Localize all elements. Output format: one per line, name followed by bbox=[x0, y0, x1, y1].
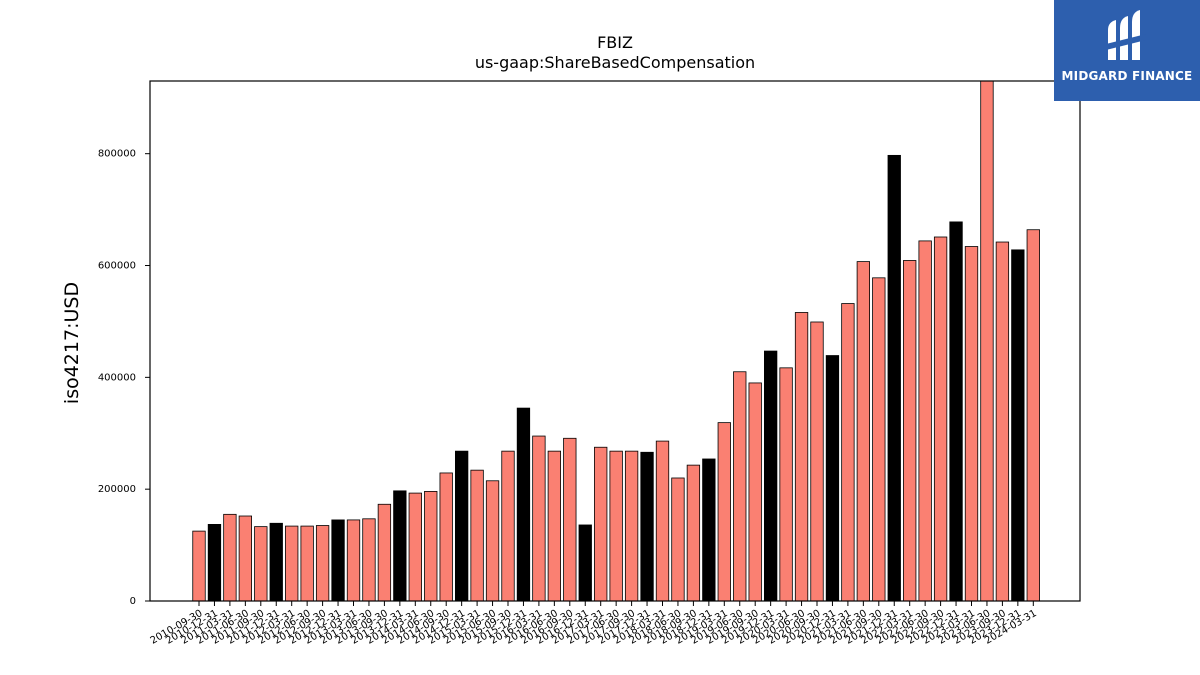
y-axis-label: iso4217:USD bbox=[61, 282, 83, 404]
chart-subtitle: us-gaap:ShareBasedCompensation bbox=[475, 53, 755, 72]
bar-2019-12-31 bbox=[764, 350, 778, 602]
logo-text: MIDGARD FINANCE bbox=[1061, 69, 1193, 83]
bar-2015-09-30 bbox=[501, 450, 515, 602]
bar-2019-09-30 bbox=[748, 382, 762, 602]
bar-2024-03-31 bbox=[1026, 229, 1040, 602]
bar-2022-06-30 bbox=[918, 240, 932, 602]
bar-2012-06-30 bbox=[300, 525, 314, 602]
bar-2022-03-31 bbox=[903, 260, 917, 602]
y-tick-label: 0 bbox=[130, 596, 136, 607]
bar-2020-09-30 bbox=[810, 321, 824, 602]
bar-2023-12-31 bbox=[1011, 249, 1025, 602]
bar-2017-09-30 bbox=[624, 450, 639, 602]
bar-2017-06-30 bbox=[609, 450, 623, 602]
bar-2013-09-30 bbox=[377, 503, 392, 602]
bar-2013-12-31 bbox=[393, 490, 407, 602]
bar-2021-03-31 bbox=[841, 303, 855, 602]
bar-2023-09-30 bbox=[995, 241, 1010, 602]
bar-2019-03-31 bbox=[717, 422, 731, 602]
bar-2021-06-30 bbox=[856, 261, 870, 602]
bar-2016-03-31 bbox=[532, 435, 546, 602]
bar-2016-09-30 bbox=[563, 437, 577, 602]
bar-2013-06-30 bbox=[362, 518, 376, 602]
bar-2014-03-31 bbox=[408, 492, 422, 602]
x-axis: 2010-09-302010-12-312011-03-312011-06-30… bbox=[149, 601, 1039, 647]
bar-2014-12-31 bbox=[454, 450, 469, 602]
bar-2011-09-30 bbox=[254, 526, 268, 602]
y-axis: 0 200000 400000 600000 800000 bbox=[98, 149, 150, 607]
bar-2015-06-30 bbox=[485, 480, 500, 602]
bar-2023-06-30 bbox=[980, 80, 994, 602]
bar-2019-06-30 bbox=[733, 371, 747, 602]
bar-2010-12-31 bbox=[207, 524, 222, 602]
bar-2020-03-31 bbox=[779, 367, 793, 602]
bar-2015-03-31 bbox=[470, 469, 484, 602]
bar-2011-12-31 bbox=[269, 522, 283, 602]
plot-frame bbox=[149, 80, 1081, 602]
y-tick-label: 600000 bbox=[98, 261, 136, 272]
bar-2013-03-31 bbox=[346, 519, 361, 602]
bar-2016-12-31 bbox=[578, 524, 592, 602]
bar-2014-06-30 bbox=[424, 491, 438, 602]
chart-title: FBIZ bbox=[597, 33, 633, 52]
y-tick-label: 800000 bbox=[98, 149, 136, 160]
bars-group bbox=[192, 80, 1040, 602]
bar-2023-03-31 bbox=[964, 246, 979, 602]
bar-2018-06-30 bbox=[671, 477, 685, 602]
bar-2015-12-31 bbox=[516, 407, 531, 602]
bar-2017-03-31 bbox=[594, 446, 608, 602]
bar-2018-09-30 bbox=[686, 464, 701, 602]
bar-2011-06-30 bbox=[238, 515, 253, 602]
bar-2014-09-30 bbox=[439, 472, 453, 602]
bar-2020-06-30 bbox=[794, 312, 809, 602]
bar-2011-03-31 bbox=[223, 513, 237, 602]
bar-2021-09-30 bbox=[872, 277, 886, 602]
bar-2012-03-31 bbox=[285, 525, 299, 602]
bar-2020-12-31 bbox=[825, 355, 840, 602]
bar-2022-12-31 bbox=[949, 221, 963, 602]
bar-2012-12-31 bbox=[331, 519, 345, 602]
midgard-finance-logo: MIDGARD FINANCE bbox=[1054, 0, 1200, 101]
bar-2012-09-30 bbox=[315, 525, 330, 602]
y-tick-label: 400000 bbox=[98, 372, 136, 383]
bar-2010-09-30 bbox=[192, 530, 206, 602]
bar-2021-12-31 bbox=[887, 154, 901, 602]
bar-2016-06-30 bbox=[547, 450, 561, 602]
bar-2017-12-31 bbox=[640, 451, 654, 602]
midgard-logo-icon bbox=[1106, 10, 1146, 60]
bar-2018-03-31 bbox=[655, 440, 670, 602]
bar-2018-12-31 bbox=[702, 458, 716, 602]
y-tick-label: 200000 bbox=[98, 484, 136, 495]
bar-2022-09-30 bbox=[933, 236, 948, 602]
